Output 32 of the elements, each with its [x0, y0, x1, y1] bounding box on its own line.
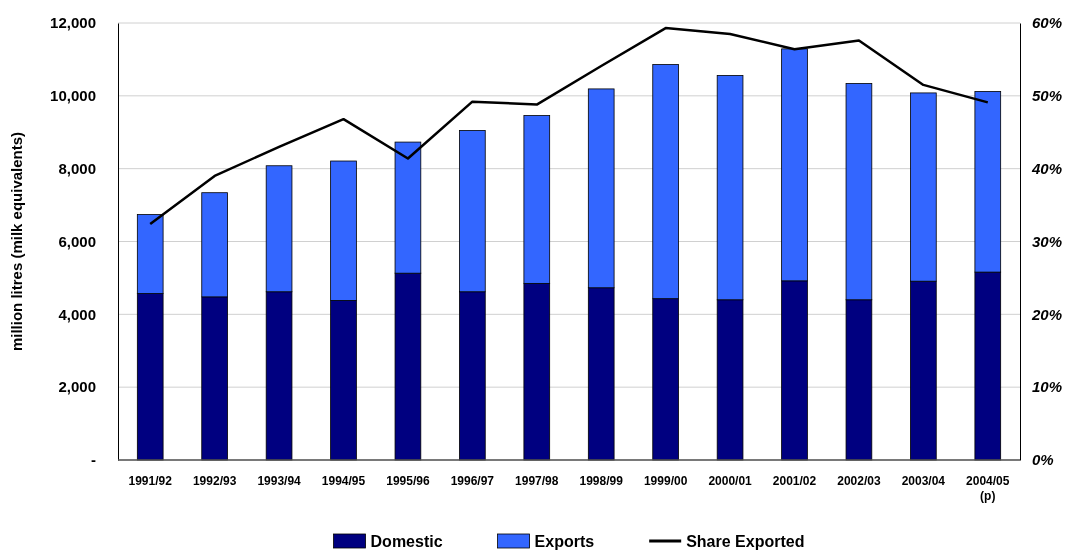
y2-tick-label: 60%	[1032, 14, 1063, 32]
x-tick-label: 2000/01	[708, 474, 753, 488]
x-tick-label: 1992/93	[192, 474, 237, 488]
y2-tick-label: 30%	[1032, 232, 1063, 250]
x-tick-label: 1998/99	[579, 474, 624, 488]
y-tick-label: 10,000	[50, 87, 96, 105]
x-tick-label: 1997/98	[515, 474, 559, 488]
y-tick-label: 4,000	[58, 305, 96, 323]
x-tick-label: 2001/02	[772, 474, 817, 488]
y2-tick-label: 10%	[1032, 378, 1063, 396]
x-tick-label: 2003/04	[901, 474, 946, 488]
x-tick-label: 1991/92	[128, 474, 173, 488]
y2-tick-label: 20%	[1031, 305, 1063, 323]
y2-tick-label: 40%	[1031, 159, 1063, 177]
y-tick-label: 12,000	[50, 14, 96, 32]
y-tick-label: 8,000	[58, 159, 96, 177]
legend-label: Exports	[534, 533, 595, 550]
legend-label: Share Exported	[686, 533, 805, 550]
y-tick-label: 6,000	[58, 232, 96, 250]
y-tick-label: 2,000	[58, 378, 96, 396]
y2-tick-label: 50%	[1032, 87, 1063, 105]
x-tick-label: 1994/95	[321, 474, 366, 488]
y-axis-title: million litres (milk equivalents)	[8, 131, 25, 352]
x-tick-label: 1993/94	[257, 474, 302, 488]
x-tick-label: 1999/00	[643, 474, 688, 488]
x-tick-label: 1996/97	[450, 474, 495, 488]
x-tick-label: 2004/05 (p)	[966, 474, 1010, 503]
x-tick-label: 1995/96	[386, 474, 430, 488]
y2-tick-label: 0%	[1032, 451, 1054, 469]
legend-label: Domestic	[370, 533, 443, 550]
y-tick-label: -	[91, 451, 96, 469]
x-tick-label: 2002/03	[837, 474, 881, 488]
